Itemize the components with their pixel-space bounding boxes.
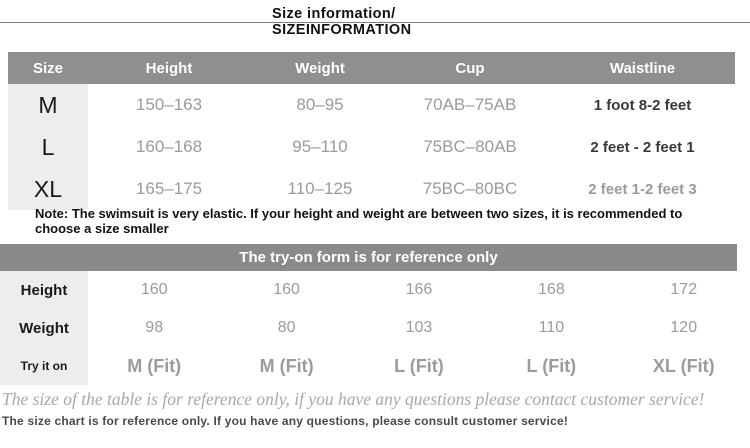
page-title-line2: SIZEINFORMATION xyxy=(272,22,412,38)
tryon-banner: The try-on form is for reference only xyxy=(0,244,737,271)
cup-value: 75BC–80BC xyxy=(422,179,518,198)
weight-value: 95–110 xyxy=(292,137,348,156)
cup-value: 70AB–75AB xyxy=(423,95,517,114)
title-divider-line xyxy=(0,22,750,23)
height-value: 160–168 xyxy=(135,137,203,156)
elasticity-note: Note: The swimsuit is very elastic. If y… xyxy=(35,206,683,236)
column-header-height: Height xyxy=(145,59,193,77)
tryon-height-value: 168 xyxy=(538,281,565,298)
footer-disclaimer-small: The size chart is for reference only. If… xyxy=(2,414,569,428)
tryon-fit-value: L (Fit) xyxy=(394,355,444,376)
height-value: 150–163 xyxy=(135,95,203,114)
size-table-body: M 150–163 80–95 70AB–75AB 1 foot 8-2 fee… xyxy=(8,84,735,210)
tryon-weight-value: 120 xyxy=(670,319,698,336)
tryon-fit-value: M (Fit) xyxy=(259,355,314,376)
tryon-weight-value: 103 xyxy=(405,319,433,336)
tryon-height-value: 166 xyxy=(405,281,433,298)
size-table-header: Size Height Weight Cup Waistline xyxy=(8,52,735,84)
page-title: Size information/ SIZEINFORMATION xyxy=(272,6,411,38)
waistline-value: 2 feet 1-2 feet 3 xyxy=(588,180,697,198)
height-value: 165–175 xyxy=(135,179,203,198)
tryon-height-value: 172 xyxy=(670,281,698,298)
tryon-row-label-tryiton: Try it on xyxy=(0,347,88,385)
tryon-row-label-weight: Weight xyxy=(0,309,88,347)
column-header-cup: Cup xyxy=(455,59,485,77)
page-title-line1: Size information/ xyxy=(272,6,396,22)
column-header-waistline: Waistline xyxy=(609,59,676,77)
weight-value: 110–125 xyxy=(287,179,353,198)
tryon-height-value: 160 xyxy=(140,281,168,298)
size-label-l: L xyxy=(8,126,88,168)
tryon-weight-value: 98 xyxy=(145,319,164,336)
column-header-weight: Weight xyxy=(295,59,345,77)
weight-value: 80–95 xyxy=(296,95,344,114)
size-table: Size Height Weight Cup Waistline M 150–1… xyxy=(8,52,735,210)
size-label-m: M xyxy=(8,84,88,126)
waistline-value: 2 feet - 2 feet 1 xyxy=(590,138,695,156)
tryon-fit-value: M (Fit) xyxy=(127,355,182,376)
tryon-table: Height 160 160 166 168 172 Weight 98 80 … xyxy=(0,271,750,385)
tryon-weight-value: 80 xyxy=(277,319,296,336)
column-header-size: Size xyxy=(32,59,63,77)
size-label-xl: XL xyxy=(8,168,88,210)
tryon-weight-value: 110 xyxy=(538,319,565,336)
tryon-fit-value: XL (Fit) xyxy=(652,355,715,376)
tryon-row-label-height: Height xyxy=(0,271,88,309)
waistline-value: 1 foot 8-2 feet xyxy=(593,96,692,114)
cup-value: 75BC–80AB xyxy=(423,137,517,156)
tryon-fit-value: L (Fit) xyxy=(526,355,577,376)
footer-disclaimer-italic: The size of the table is for reference o… xyxy=(2,389,705,409)
tryon-height-value: 160 xyxy=(273,281,300,298)
